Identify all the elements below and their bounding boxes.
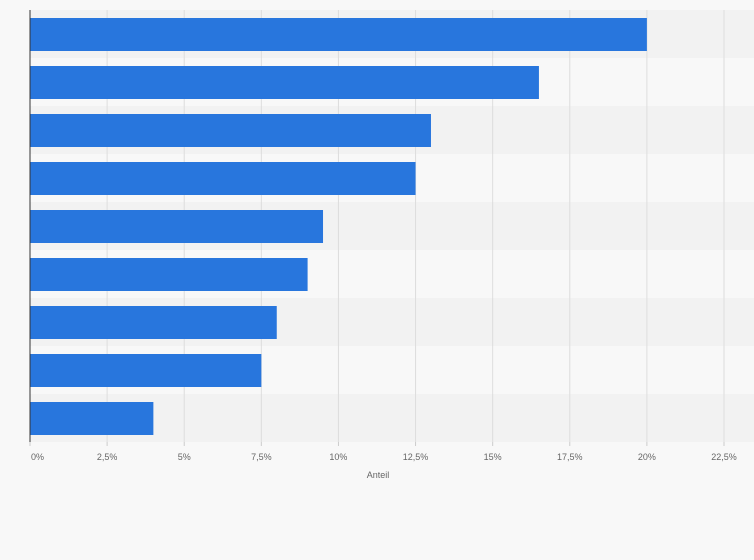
bar[interactable] [30, 18, 647, 51]
x-tick-label: 22,5% [711, 452, 737, 462]
x-tick-label: 15% [484, 452, 502, 462]
x-tick-label: 0% [31, 452, 44, 462]
x-tick-label: 7,5% [251, 452, 272, 462]
bar[interactable] [30, 258, 308, 291]
bar[interactable] [30, 114, 431, 147]
bar[interactable] [30, 354, 262, 387]
bar[interactable] [30, 66, 539, 99]
x-tick-label: 2,5% [97, 452, 118, 462]
x-axis-title: Anteil [367, 470, 390, 480]
x-tick-label: 20% [638, 452, 656, 462]
bar[interactable] [30, 210, 324, 243]
x-tick-label: 17,5% [557, 452, 583, 462]
bar[interactable] [30, 162, 416, 195]
x-tick-label: 10% [329, 452, 347, 462]
x-tick-label: 12,5% [403, 452, 429, 462]
bar[interactable] [30, 306, 277, 339]
x-tick-labels: 0% 2,5% 5% 7,5% 10% 12,5% 15% 17,5% 20% 22,5% [31, 452, 737, 462]
bars [30, 18, 647, 435]
bar[interactable] [30, 402, 154, 435]
x-tick-label: 5% [178, 452, 191, 462]
